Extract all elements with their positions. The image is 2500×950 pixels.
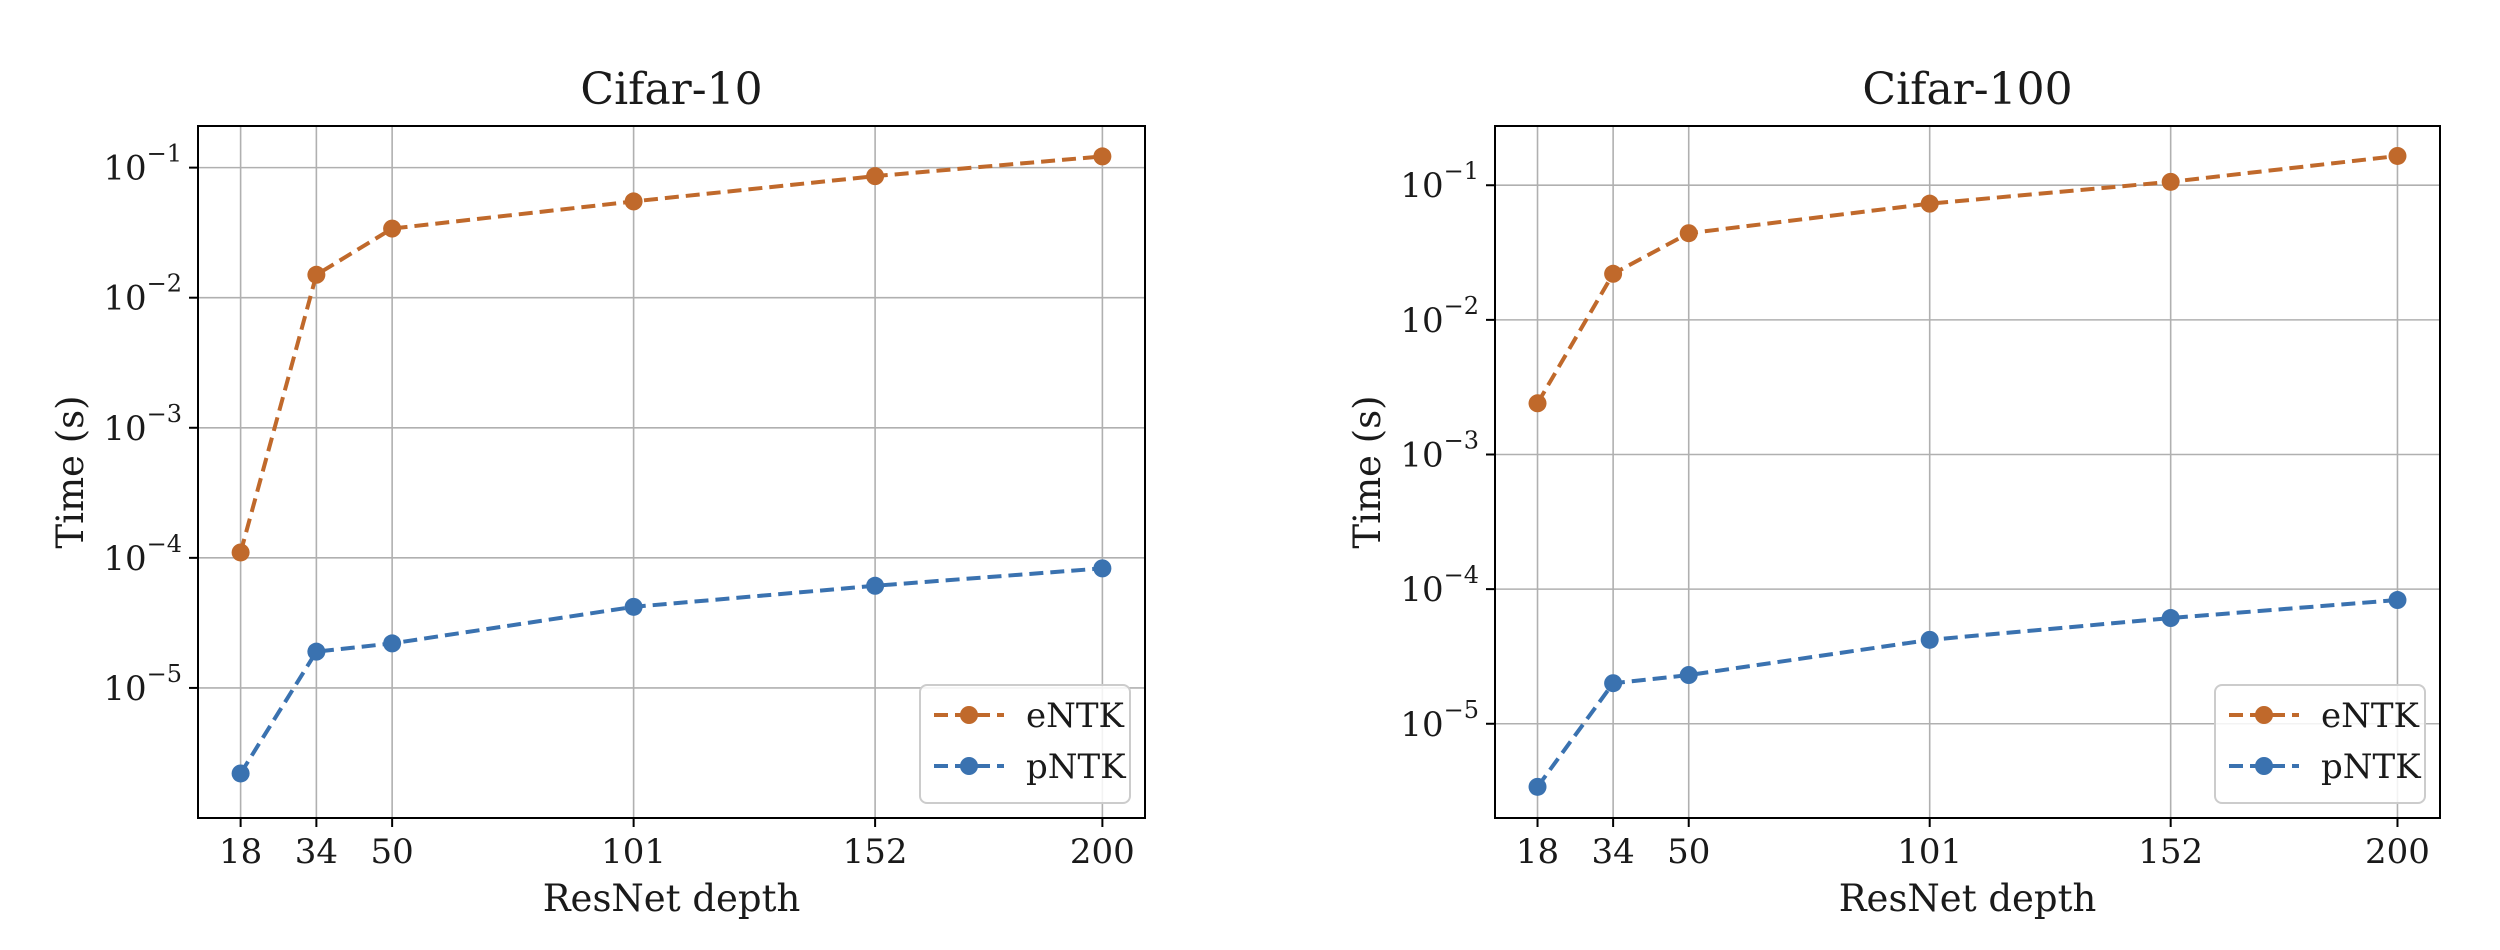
chart-panel-2: 18 34 50 101 152 20010−110−210−310−410−5Cifar… [1346,64,2441,920]
legend-marker-pntk [960,757,978,775]
x-tick-label: 18 [1516,832,1559,872]
chart-title: Cifar-100 [1862,64,2072,115]
y-tick-label: 10−5 [1400,696,1479,745]
y-tick-label: 10−4 [1400,561,1479,610]
legend-marker-pntk [2255,757,2273,775]
x-axis-label: ResNet depth [1839,877,2097,920]
y-tick-base: 10 [103,149,146,189]
data-point-pntk [866,576,885,595]
data-point-entk [624,192,643,211]
data-point-pntk [1920,630,1939,649]
data-point-pntk [2161,609,2180,628]
data-point-pntk [1604,674,1623,693]
legend-label-entk: eNTK [2321,696,2420,736]
data-point-entk [1528,394,1547,413]
data-point-entk [1920,194,1939,213]
x-tick-label: 34 [1591,832,1634,872]
x-tick-label: 152 [2138,832,2203,872]
series-line-pntk [238,566,1103,775]
data-point-entk [231,543,250,562]
legend: eNTK pNTK [2214,684,2426,804]
y-tick-label: 10−5 [103,660,182,709]
y-tick-exponent: −2 [147,270,182,298]
y-tick-label: 10−4 [103,530,182,579]
y-tick-base: 10 [1400,570,1443,610]
data-point-entk [1093,147,1112,166]
data-point-pntk [1093,559,1112,578]
x-tick-label: 200 [2365,832,2430,872]
y-tick-base: 10 [1400,435,1443,475]
data-point-pntk [383,634,402,653]
x-axis-label: ResNet depth [543,877,801,920]
y-tick-exponent: −4 [147,530,182,558]
x-tick-label: 200 [1070,832,1135,872]
legend-label-entk: eNTK [1026,696,1125,736]
legend-label-pntk: pNTK [1026,747,1126,787]
y-tick-base: 10 [103,669,146,709]
y-tick-label: 10−2 [103,270,182,319]
y-tick-label: 10−3 [1400,426,1479,475]
data-point-pntk [231,764,250,783]
axes-frame [197,125,1146,819]
y-tick-label: 10−1 [1400,157,1479,206]
chart-panel-1: 18 34 50 101 152 20010−110−210−310−410−5Cifar… [49,64,1146,920]
y-axis-label: Time (s) [49,395,92,548]
data-point-pntk [1679,666,1698,685]
y-tick-base: 10 [103,279,146,319]
y-tick-base: 10 [1400,705,1443,745]
data-point-entk [866,167,885,186]
x-tick-label: 34 [295,832,338,872]
y-tick-exponent: −1 [147,140,182,168]
legend-marker-entk [2255,706,2273,724]
legend-marker-entk [960,706,978,724]
y-tick-exponent: −3 [1444,426,1479,454]
data-point-pntk [1528,777,1547,796]
data-point-pntk [307,642,326,661]
chart-title: Cifar-10 [580,64,762,115]
y-tick-label: 10−3 [103,400,182,449]
x-tick-label: 152 [843,832,908,872]
y-tick-exponent: −4 [1444,561,1479,589]
y-tick-exponent: −1 [1444,157,1479,185]
axes-frame [1494,125,2441,819]
data-point-entk [383,219,402,238]
data-point-entk [2161,172,2180,191]
series-line-pntk [1535,598,2398,789]
x-tick-label: 101 [1897,832,1962,872]
y-tick-label: 10−2 [1400,292,1479,341]
y-tick-exponent: −5 [147,660,182,688]
y-tick-base: 10 [1400,301,1443,341]
data-point-entk [307,265,326,284]
data-point-entk [2388,146,2407,165]
data-point-entk [1604,264,1623,283]
x-tick-label: 101 [601,832,666,872]
x-tick-label: 50 [371,832,414,872]
y-tick-base: 10 [103,539,146,579]
y-axis-label: Time (s) [1346,395,1389,548]
y-tick-exponent: −3 [147,400,182,428]
legend: eNTK pNTK [919,684,1131,804]
data-point-entk [1679,224,1698,243]
legend-label-pntk: pNTK [2321,747,2421,787]
data-point-pntk [2388,591,2407,610]
data-point-pntk [624,597,643,616]
series-line-entk [238,154,1103,553]
series-line-entk [1535,153,2398,405]
y-tick-exponent: −5 [1444,696,1479,724]
y-tick-base: 10 [1400,166,1443,206]
y-tick-exponent: −2 [1444,292,1479,320]
y-tick-label: 10−1 [103,140,182,189]
y-tick-base: 10 [103,409,146,449]
x-tick-label: 18 [219,832,262,872]
x-tick-label: 50 [1667,832,1710,872]
